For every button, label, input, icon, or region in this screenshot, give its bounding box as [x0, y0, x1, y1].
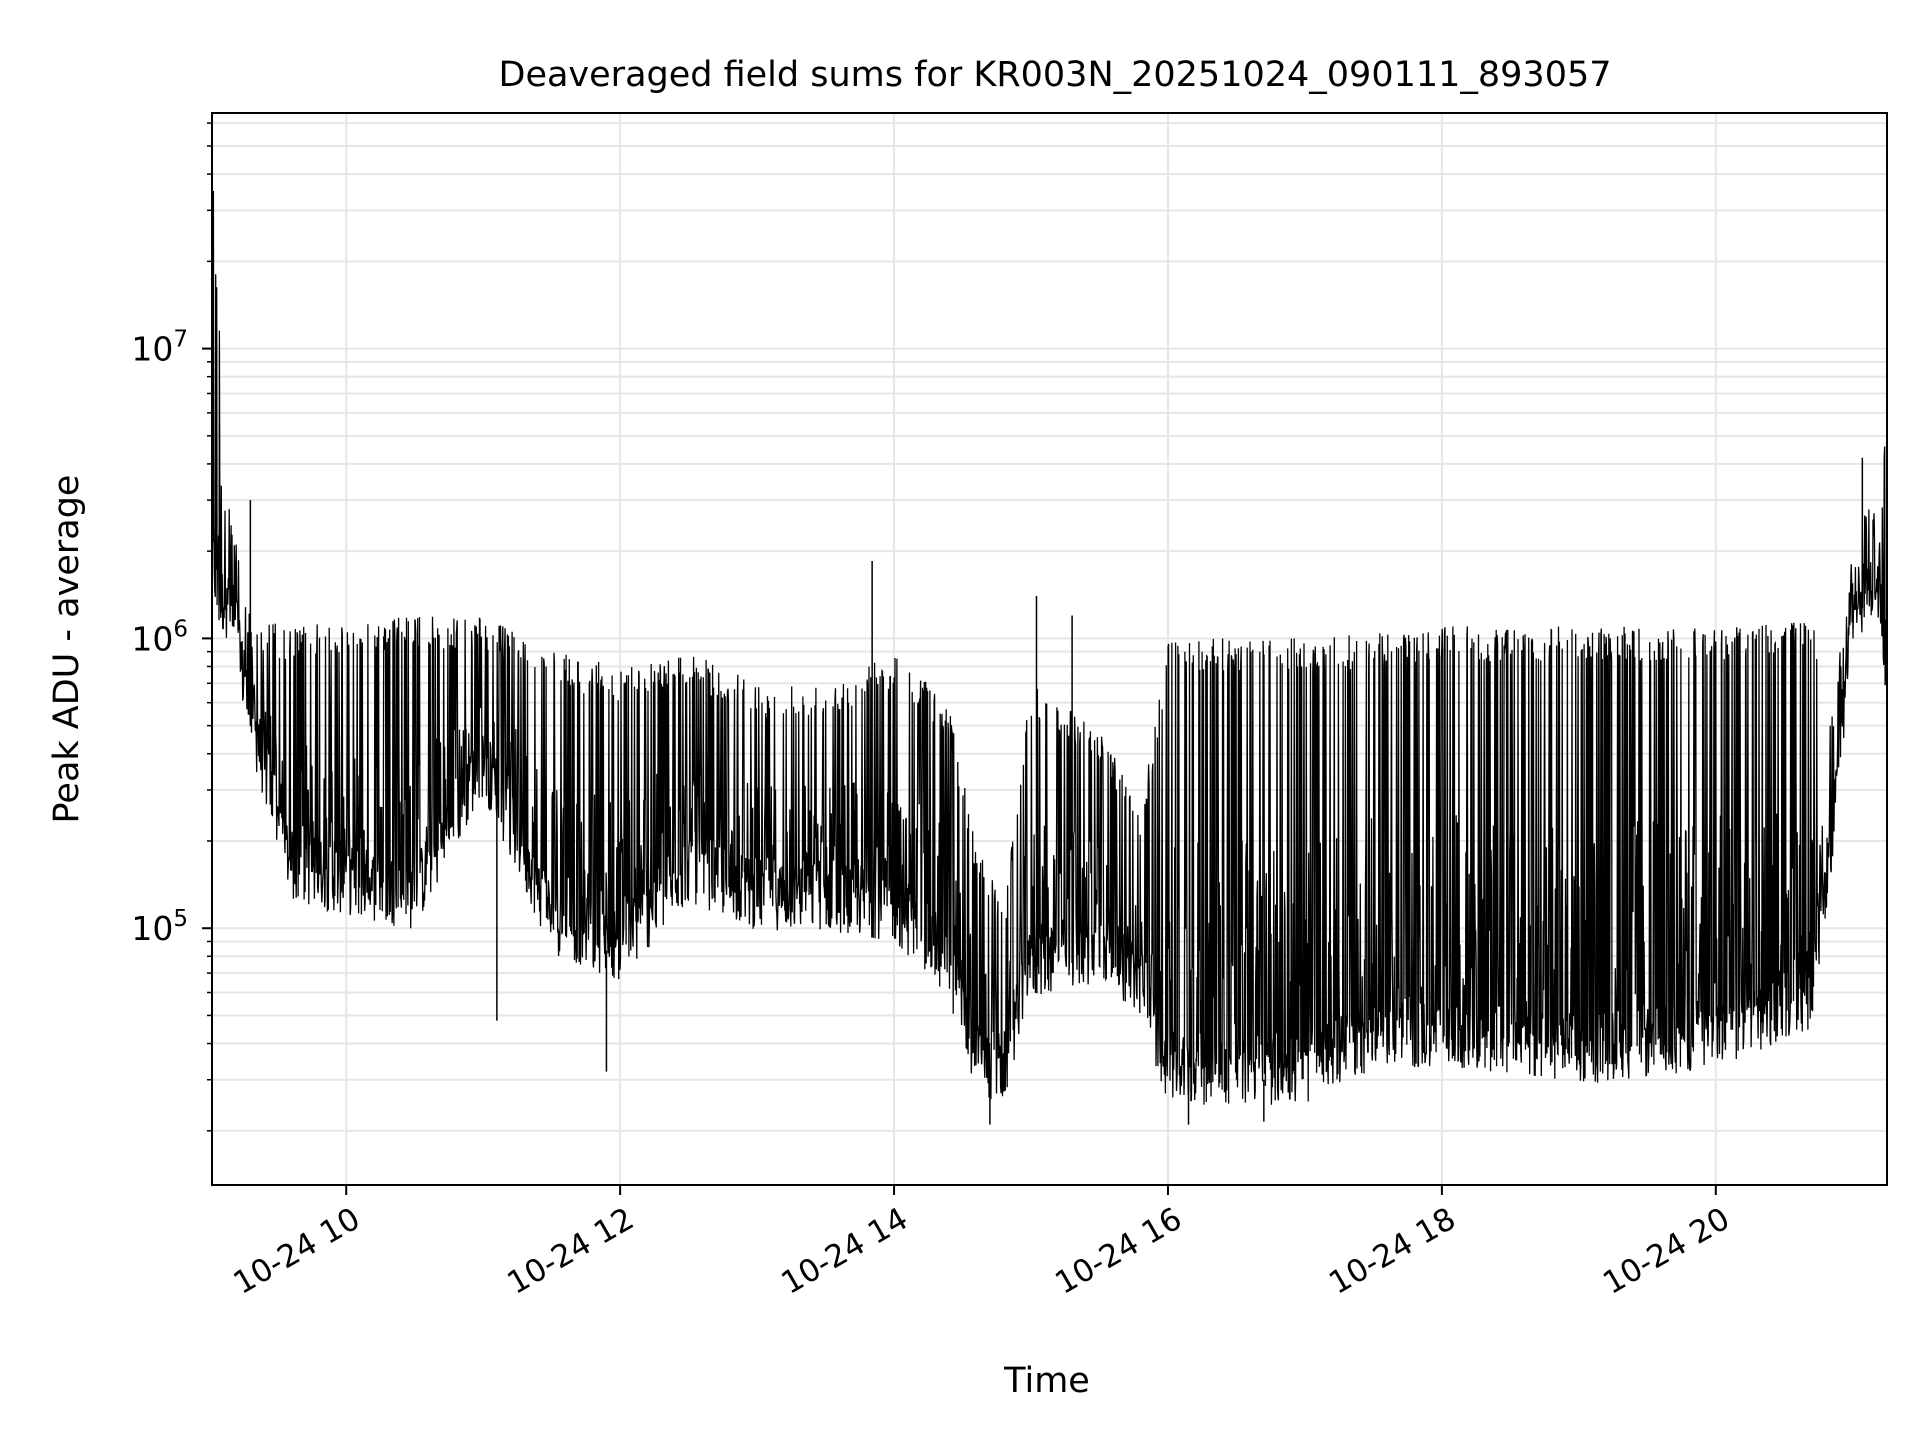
plot-area-frame	[211, 112, 1888, 1186]
chart-title: Deaveraged field sums for KR003N_2025102…	[499, 55, 1612, 95]
series-line	[211, 190, 1888, 1105]
y-tick-label: 107	[131, 327, 188, 369]
y-tick-label: 106	[131, 616, 188, 658]
x-axis-label: Time	[1003, 1361, 1090, 1401]
y-tick-label: 105	[131, 906, 188, 948]
data-series	[211, 190, 1888, 1125]
y-axis-label: Peak ADU - average	[47, 475, 87, 824]
